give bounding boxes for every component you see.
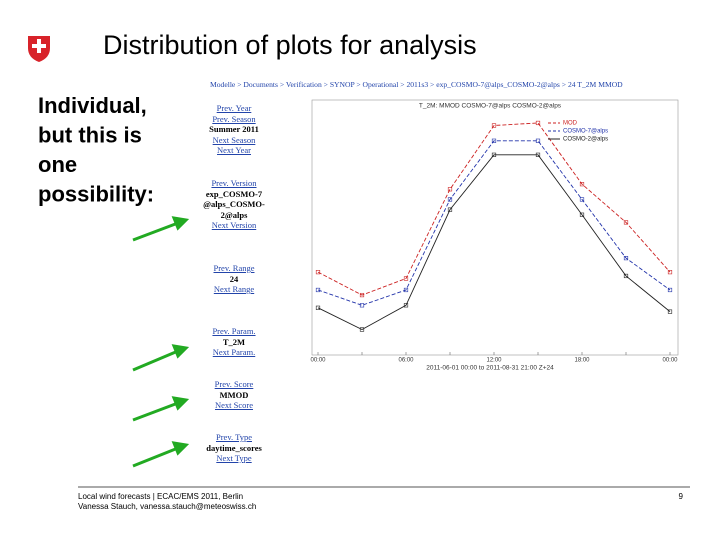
breadcrumb[interactable]: Modelle > Documents > Verification > SYN… xyxy=(210,80,623,89)
point xyxy=(403,303,409,308)
nav-group: Prev. Year Prev. Season Summer 2011 Next Se… xyxy=(203,103,265,156)
x-tick-label: 06:00 xyxy=(398,358,414,364)
nav-link[interactable]: Next Type xyxy=(216,453,252,463)
nav-link[interactable]: Next Season xyxy=(212,134,256,145)
series-line xyxy=(317,140,671,306)
nav-current: 24 xyxy=(229,273,239,284)
series-line xyxy=(317,122,671,296)
point xyxy=(579,212,585,217)
nav-current: MMOD xyxy=(219,389,249,400)
legend-label: COSMO-2@alps xyxy=(563,137,608,143)
point xyxy=(315,305,321,310)
body-text: one xyxy=(38,152,77,177)
point xyxy=(447,187,453,192)
nav-link[interactable]: Prev. Param. xyxy=(212,326,256,336)
body-text: possibility: xyxy=(38,181,154,206)
nav-link[interactable]: Next Version xyxy=(211,220,257,230)
page-number: 9 xyxy=(679,492,684,501)
x-tick-label: 18:00 xyxy=(574,358,590,364)
nav-current: exp_COSMO-7@alps_COSMO-2@alps xyxy=(203,188,265,220)
point xyxy=(403,287,409,293)
point xyxy=(667,309,673,314)
point xyxy=(579,197,585,202)
point xyxy=(359,292,365,298)
x-tick-label: 12:00 xyxy=(486,358,502,364)
nav-current: Summer 2011 xyxy=(209,124,259,134)
swiss-logo xyxy=(28,36,50,62)
point xyxy=(359,327,365,332)
legend-label: MOD xyxy=(563,121,578,127)
nav-link[interactable]: Next Range xyxy=(213,284,255,294)
nav-link[interactable]: Prev. Type xyxy=(216,432,252,442)
point xyxy=(491,123,497,128)
point xyxy=(623,273,629,279)
nav-link[interactable]: Prev. Score xyxy=(214,379,254,389)
nav-group: Prev. Param. T_2M Next Param. xyxy=(203,326,265,358)
point xyxy=(579,182,585,187)
point xyxy=(491,152,497,157)
body-text: but this is xyxy=(38,122,142,147)
legend-label: COSMO-7@alps xyxy=(563,129,608,135)
point xyxy=(315,287,321,293)
nav-group: Prev. Type daytime_scores Next Type xyxy=(203,432,265,464)
chart-title: T_2M: MMOD COSMO-7@alps COSMO-2@alps xyxy=(419,103,562,110)
nav-link[interactable]: Prev. Range xyxy=(213,263,255,273)
nav-link[interactable]: Prev. Season xyxy=(212,113,256,124)
nav-group: Prev. Version exp_COSMO-7@alps_COSMO-2@al… xyxy=(203,178,265,231)
nav-link[interactable]: Prev. Year xyxy=(216,103,252,113)
point xyxy=(315,270,321,275)
series-line xyxy=(317,154,671,331)
arrows xyxy=(132,216,190,468)
point xyxy=(359,303,365,308)
footer-line: Local wind forecasts | ECAC/EMS 2011, Be… xyxy=(78,492,243,501)
nav-link[interactable]: Prev. Version xyxy=(211,178,257,188)
point xyxy=(491,138,497,143)
x-tick-label: 00:00 xyxy=(310,358,326,364)
point xyxy=(535,152,541,157)
nav-group: Prev. Score MMOD Next Score xyxy=(203,379,265,411)
point xyxy=(403,276,409,281)
point xyxy=(447,197,453,202)
x-caption: 2011-06-01 00:00 to 2011-08-31 21:00 Z+2… xyxy=(426,365,554,372)
point xyxy=(623,220,629,225)
point xyxy=(667,270,673,275)
point xyxy=(623,255,629,261)
nav-current: daytime_scores xyxy=(206,442,262,453)
chart: T_2M: MMOD COSMO-7@alps COSMO-2@alps 2011… xyxy=(310,99,679,372)
body-text: Individual, xyxy=(38,93,147,118)
footer-line: Vanessa Stauch, vanessa.stauch@meteoswis… xyxy=(78,502,256,511)
x-tick-label: 00:00 xyxy=(662,358,678,364)
nav-link[interactable]: Next Param. xyxy=(212,347,256,357)
nav-group: Prev. Range 24 Next Range xyxy=(203,263,265,295)
nav-current: T_2M xyxy=(222,336,246,347)
nav-link[interactable]: Next Year xyxy=(217,145,251,155)
point xyxy=(535,120,541,126)
slide-title: Distribution of plots for analysis xyxy=(103,30,477,60)
point xyxy=(535,138,541,143)
plot-frame xyxy=(311,99,679,356)
point xyxy=(667,287,673,293)
point xyxy=(447,207,453,212)
nav-link[interactable]: Next Score xyxy=(214,400,253,410)
